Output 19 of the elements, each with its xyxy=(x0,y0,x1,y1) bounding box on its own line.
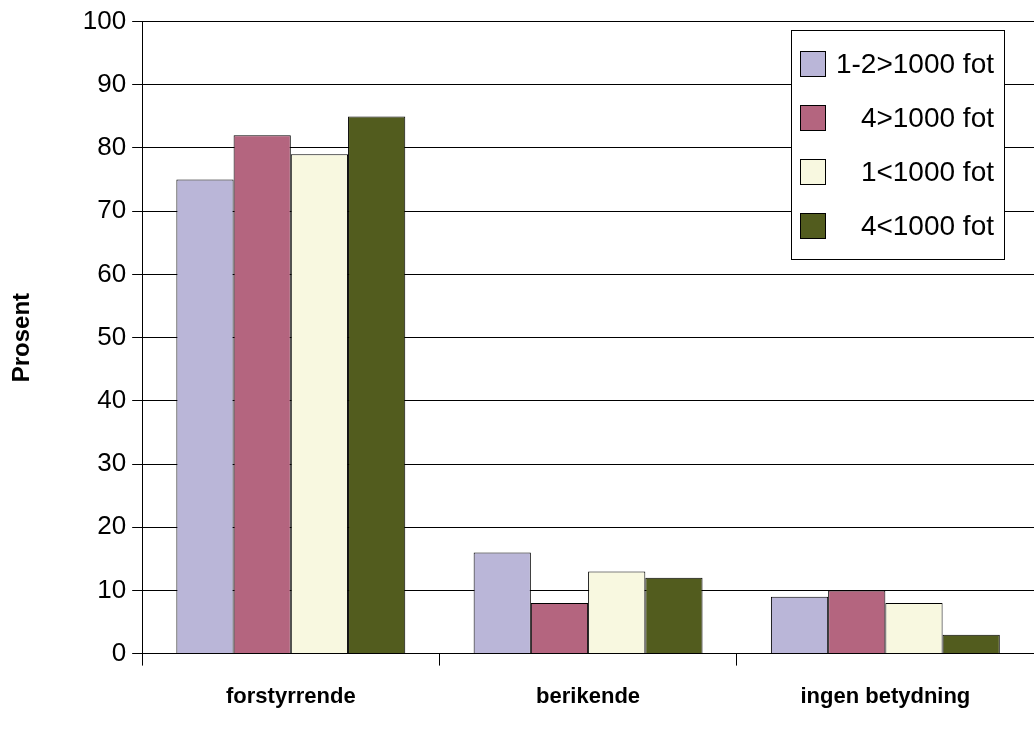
y-axis-title: Prosent xyxy=(7,292,35,383)
y-tick-label: 0 xyxy=(111,636,127,667)
legend-label: 4>1000 fot xyxy=(859,102,994,134)
legend-label: 1<1000 fot xyxy=(859,156,994,188)
legend-label: 4<1000 fot xyxy=(859,210,994,242)
y-tick-label: 40 xyxy=(97,383,127,414)
y-tick-label: 70 xyxy=(97,194,127,225)
y-tick-label: 50 xyxy=(97,320,127,351)
y-tick-label: 60 xyxy=(97,257,127,288)
x-tick-label: ingen betydning xyxy=(800,682,971,708)
y-tick-label: 20 xyxy=(97,510,127,541)
x-tick-label: berikende xyxy=(536,682,641,708)
y-tick-label: 10 xyxy=(97,573,127,604)
y-tick-label: 80 xyxy=(97,131,127,162)
y-tick-label: 90 xyxy=(97,67,127,98)
legend-label: 1-2>1000 fot xyxy=(835,48,994,80)
y-tick-label: 100 xyxy=(82,4,127,35)
y-tick-label: 30 xyxy=(97,447,127,478)
x-tick-label: forstyrrende xyxy=(226,682,356,708)
